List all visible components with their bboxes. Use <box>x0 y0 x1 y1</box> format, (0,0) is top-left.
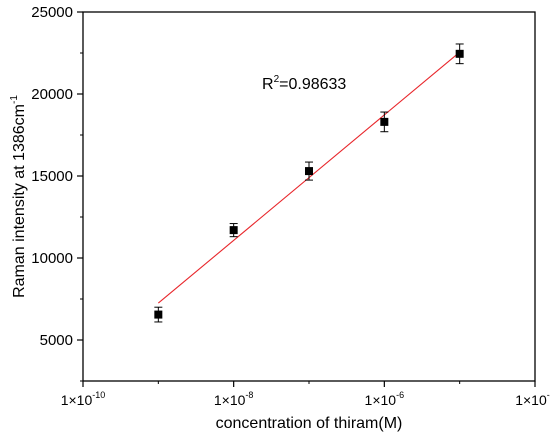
labels-layer: concentration of thiram(M) Raman intensit… <box>9 74 402 432</box>
data-points-layer <box>154 43 464 323</box>
data-point <box>380 117 389 126</box>
r-squared-base: R <box>262 76 274 93</box>
data-point <box>455 49 464 58</box>
y-tick-label: 5000 <box>40 332 73 349</box>
x-tick-label: 1×10-4 <box>515 390 550 408</box>
y-tick-label: 10000 <box>31 250 73 267</box>
x-tick-label: 1×10-8 <box>214 390 254 408</box>
y-axis-title-sup: -1 <box>9 95 20 104</box>
x-tick-label-base: 1×10 <box>515 392 547 408</box>
x-tick-label: 1×10-10 <box>61 390 106 408</box>
y-tick-label: 25000 <box>31 4 73 21</box>
r-squared-sup: 2 <box>274 74 280 85</box>
y-tick-label: 15000 <box>31 168 73 185</box>
data-point <box>305 167 313 176</box>
x-tick-label: 1×10-6 <box>365 390 405 408</box>
x-tick-label-exp: -8 <box>245 390 253 400</box>
r-squared-annotation: R2=0.98633 <box>262 74 346 93</box>
x-tick-label-exp: -4 <box>547 390 550 400</box>
y-tick-label: 20000 <box>31 86 73 103</box>
plot-frame <box>82 11 536 382</box>
x-tick-label-base: 1×10 <box>365 392 397 408</box>
y-axis-title-text: Raman intensity at 1386cm <box>11 104 28 298</box>
y-axis-title: Raman intensity at 1386cm-1 <box>9 95 28 298</box>
x-tick-label-base: 1×10 <box>214 392 246 408</box>
data-point <box>229 226 238 235</box>
x-tick-label-exp: -10 <box>92 390 105 400</box>
r-squared-value: =0.98633 <box>279 76 346 93</box>
data-point <box>154 310 163 319</box>
x-tick-label-base: 1×10 <box>61 392 93 408</box>
x-axis-title: concentration of thiram(M) <box>216 415 403 432</box>
x-tick-label-exp: -6 <box>396 390 404 400</box>
